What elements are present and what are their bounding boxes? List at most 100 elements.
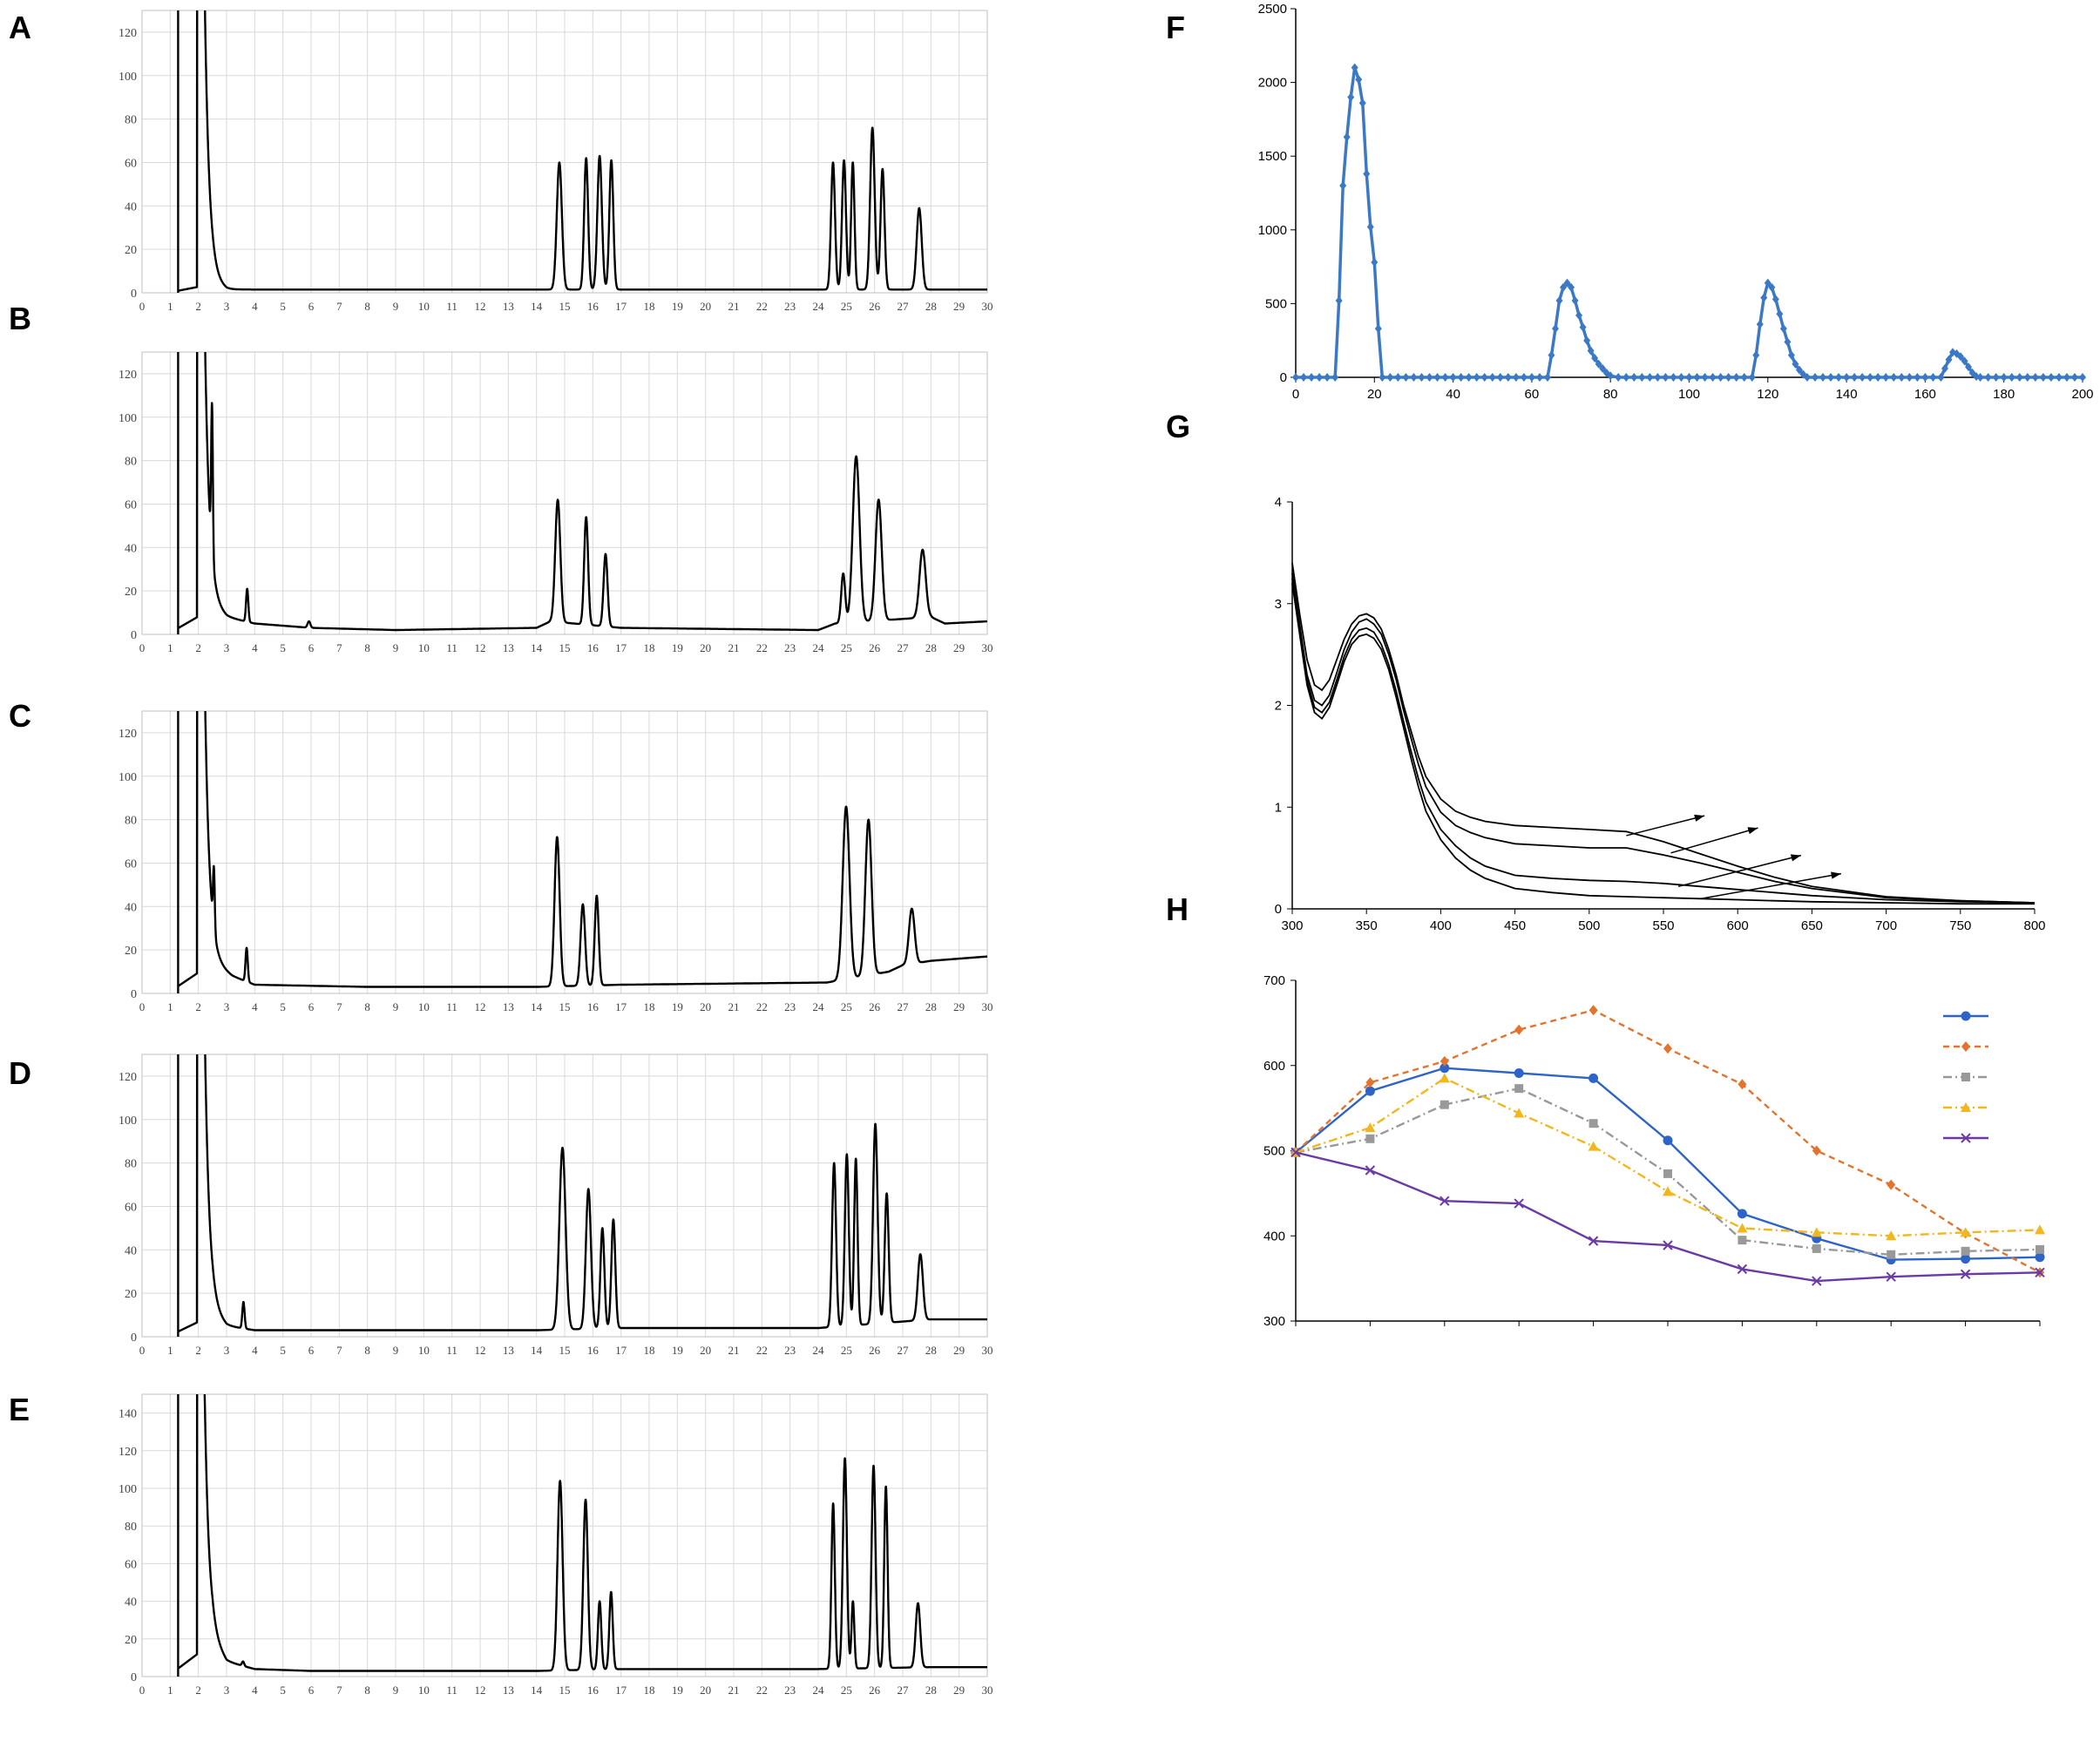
elution-profile-f: 0 20 40 60 80 100 120 140 160 180 2000500100015002…: [1258, 2, 2094, 402]
x-tick-label: 21: [728, 300, 740, 313]
data-point-marker: [1811, 1227, 1822, 1237]
data-point-marker: [1563, 278, 1571, 288]
data-point-marker: [1663, 1186, 1673, 1196]
callout-line: [1677, 854, 1802, 888]
x-tick-label: 180: [1993, 387, 2015, 402]
x-tick-label: 29: [953, 1344, 965, 1357]
x-tick-label: 23: [784, 641, 796, 654]
x-tick-label: 11: [446, 300, 457, 313]
x-tick-label: 23: [784, 1684, 796, 1697]
data-point-marker: [1339, 181, 1347, 191]
x-tick-label: 4: [252, 300, 258, 313]
x-tick-label: 13: [503, 1000, 514, 1013]
x-tick-label: 23: [784, 300, 796, 313]
x-tick-label: 9: [393, 1000, 399, 1013]
x-tick-label: 24: [813, 1684, 825, 1697]
x-tick-label: 18: [644, 1000, 655, 1013]
x-tick-label: 5: [280, 1344, 286, 1357]
data-point-marker: [2070, 373, 2078, 382]
x-tick-label: 140: [1836, 387, 1858, 402]
x-tick-label: 6: [308, 1344, 315, 1357]
y-tick-label: 40: [125, 901, 137, 914]
x-tick-label: 25: [841, 1000, 852, 1013]
y-tick-label: 100: [119, 412, 137, 425]
x-tick-label: 1: [167, 641, 173, 654]
x-tick-label: 5: [280, 300, 286, 313]
data-point-marker: [1638, 373, 1646, 382]
x-tick-label: 16: [587, 300, 600, 313]
x-tick-label: 21: [728, 641, 740, 654]
panel-label-c: C: [9, 698, 31, 734]
x-tick-label: 26: [869, 300, 881, 313]
x-tick-label: 40: [1446, 387, 1460, 402]
data-point-marker: [1488, 373, 1496, 382]
data-point-marker: [1898, 373, 1906, 382]
x-tick-label: 22: [756, 1684, 768, 1697]
data-point-marker: [1886, 1271, 1896, 1282]
y-tick-label: 20: [125, 244, 137, 257]
y-tick-label: 2000: [1258, 76, 1287, 91]
data-point-marker: [1520, 373, 1528, 382]
x-tick-label: 14: [531, 1344, 543, 1357]
chromatogram-b: 0 1 2 3 4 5 6 7 8 9 10 11 12 13 14 15 16 17 18 19 20 21 22 23 24…: [119, 351, 993, 654]
x-tick-label: 17: [615, 641, 627, 654]
data-point-marker: [1426, 373, 1433, 382]
data-point-marker: [1663, 1240, 1673, 1250]
x-tick-label: 300: [1281, 918, 1303, 933]
y-tick-label: 400: [1263, 1229, 1285, 1243]
x-tick-label: 23: [784, 1000, 796, 1013]
x-tick-label: 1: [167, 1000, 173, 1013]
x-tick-label: 15: [559, 1000, 571, 1013]
x-tick-label: 6: [308, 641, 315, 654]
data-point-marker: [2055, 373, 2063, 382]
data-point-marker: [1771, 295, 1779, 304]
data-point-marker: [1976, 373, 1984, 382]
x-tick-label: 27: [898, 1344, 910, 1357]
y-tick-label: 500: [1265, 296, 1287, 311]
x-tick-label: 27: [898, 641, 910, 654]
data-point-marker: [1890, 373, 1898, 382]
x-tick-label: 26: [869, 1684, 881, 1697]
y-tick-label: 60: [125, 1558, 137, 1571]
data-point-marker: [1622, 373, 1630, 382]
uv-spectra-g: 300 350 400 450 500 550 600 650 700 750 800 0 1 2 3 4: [1275, 495, 2046, 933]
y-tick-label: 3: [1275, 597, 1282, 612]
data-point-marker: [1740, 373, 1748, 382]
x-tick-label: 800: [2023, 918, 2045, 933]
data-point-marker: [1737, 1223, 1748, 1233]
data-point-marker: [1480, 373, 1488, 382]
x-tick-label: 120: [1757, 387, 1778, 402]
y-tick-label: 0: [131, 1331, 137, 1345]
data-point-marker: [1887, 1250, 1896, 1259]
x-tick-label: 3: [224, 300, 230, 313]
x-tick-label: 28: [925, 1684, 937, 1697]
x-tick-label: 4: [252, 1344, 258, 1357]
x-tick-label: 21: [728, 1000, 740, 1013]
x-tick-label: 24: [813, 1344, 825, 1357]
x-tick-label: 0: [139, 641, 146, 654]
x-tick-label: 23: [784, 1344, 796, 1357]
x-tick-label: 27: [898, 300, 910, 313]
x-tick-label: 26: [869, 641, 881, 654]
x-tick-label: 13: [503, 1344, 514, 1357]
data-point-marker: [1465, 373, 1473, 382]
data-point-marker: [1358, 98, 1366, 108]
data-point-marker: [1589, 1005, 1598, 1016]
legend-marker: [1961, 1102, 1971, 1112]
data-point-marker: [1496, 373, 1504, 382]
x-tick-label: 200: [2071, 387, 2093, 402]
data-point-marker: [1555, 296, 1563, 306]
x-tick-label: 5: [280, 1000, 286, 1013]
data-point-marker: [1351, 63, 1358, 72]
data-point-marker: [1512, 373, 1520, 382]
data-point-marker: [1571, 296, 1579, 306]
data-point-marker: [1906, 373, 1914, 382]
data-point-marker: [1568, 282, 1575, 292]
y-tick-label: 1500: [1258, 149, 1287, 164]
spectrum-line-rpp-3: [1291, 578, 2036, 904]
x-tick-label: 19: [672, 1344, 683, 1357]
x-tick-label: 30: [982, 300, 993, 313]
x-tick-label: 6: [308, 1684, 315, 1697]
data-point-marker: [1752, 350, 1760, 360]
x-tick-label: 8: [364, 641, 370, 654]
